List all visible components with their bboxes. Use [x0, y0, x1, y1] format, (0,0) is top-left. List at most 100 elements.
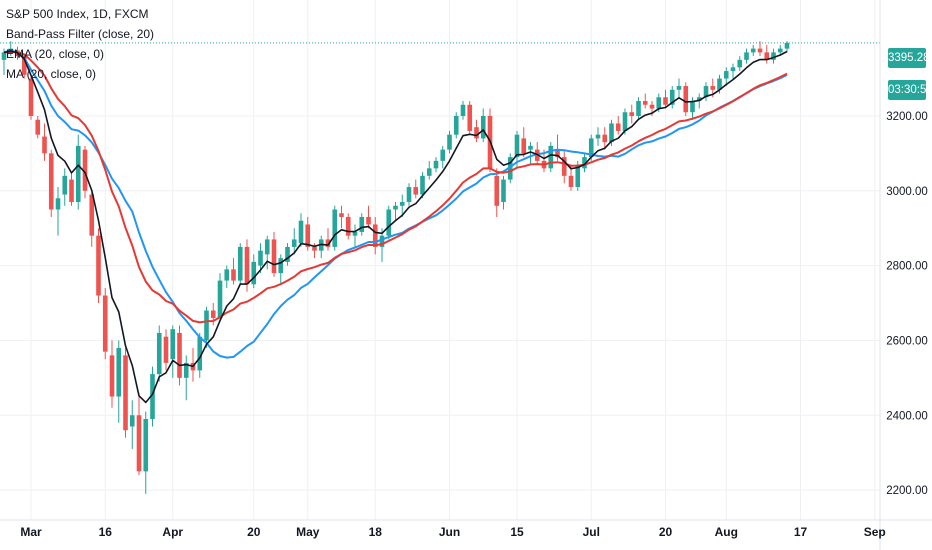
candle-body	[210, 310, 216, 318]
candle-body	[723, 71, 729, 79]
legend-title[interactable]: S&P 500 Index, 1D, FXCM	[6, 7, 149, 21]
candle	[582, 153, 587, 173]
candle	[683, 82, 689, 116]
candle	[352, 224, 358, 247]
candle-body	[710, 86, 716, 90]
chart-legend: S&P 500 Index, 1D, FXCM Band-Pass Filter…	[6, 4, 154, 84]
x-tick-label: Jun	[439, 525, 460, 539]
candle	[217, 273, 223, 322]
candle-body	[156, 332, 162, 375]
candle-body	[568, 175, 574, 188]
legend-ema[interactable]: EMA (20, close, 0)	[6, 47, 105, 61]
candle-body	[663, 97, 668, 105]
candle-body	[507, 157, 513, 180]
y-tick-label: 3200.00	[886, 111, 928, 123]
candle	[35, 115, 41, 139]
candle	[453, 112, 459, 139]
candle	[757, 41, 763, 57]
candle-body	[440, 149, 446, 161]
candle	[55, 187, 61, 236]
candle-body	[582, 157, 587, 169]
candle	[325, 228, 331, 251]
candle	[251, 254, 257, 289]
candle	[237, 243, 243, 285]
bar-countdown-tag: 03:30:54	[888, 80, 932, 100]
candle	[393, 202, 398, 221]
candle	[1, 48, 7, 75]
candle	[413, 179, 419, 199]
time-axis-labels[interactable]: Mar 16 Apr 20 May 18 Jun 15 Jul 20 Aug 17 Sep	[20, 525, 885, 539]
candle-body	[264, 239, 270, 255]
candle-body	[305, 224, 311, 247]
candle	[426, 160, 432, 180]
candle-body	[501, 179, 506, 203]
candle-body	[345, 216, 351, 236]
candle	[102, 288, 108, 360]
candle-body	[737, 59, 743, 68]
candle	[386, 205, 392, 240]
candle	[433, 157, 439, 173]
candle-body	[258, 250, 263, 266]
candle	[129, 400, 135, 449]
candle-body	[757, 48, 763, 53]
candle-body	[548, 145, 554, 169]
candle-body	[784, 42, 790, 49]
candle-body	[629, 112, 635, 116]
ma-line	[3, 49, 788, 359]
candle-body	[764, 52, 770, 60]
legend-ma[interactable]: MA (20, close, 0)	[6, 67, 97, 81]
candle	[399, 194, 405, 217]
candle-body	[102, 295, 108, 352]
candle-body	[217, 280, 223, 318]
candle	[339, 205, 344, 229]
candle-body	[136, 415, 142, 472]
candle	[170, 325, 176, 378]
candle-body	[474, 127, 479, 139]
candle-body	[433, 160, 439, 169]
candle-body	[730, 67, 736, 72]
candle	[156, 325, 162, 382]
candle	[676, 78, 682, 98]
candle-body	[676, 86, 682, 90]
candle-body	[575, 164, 581, 188]
candle-body	[204, 310, 209, 341]
candle	[642, 93, 648, 109]
candle-body	[366, 216, 371, 225]
candle	[96, 228, 101, 304]
candle	[771, 48, 776, 64]
candle-body	[69, 179, 74, 203]
candle-body	[89, 194, 95, 236]
candle-body	[393, 205, 398, 210]
candle-body	[339, 213, 344, 217]
candle-body	[82, 149, 88, 191]
candle-body	[669, 89, 675, 105]
candle-body	[251, 261, 257, 285]
candle	[143, 411, 149, 494]
price-axis-labels[interactable]: 2200.00 2400.00 2600.00 2800.00 3000.00 3200.…	[886, 111, 928, 497]
candle-body	[615, 123, 621, 131]
legend-band-pass[interactable]: Band-Pass Filter (close, 20)	[6, 27, 155, 41]
candle	[703, 82, 709, 102]
x-tick-label: Sep	[864, 525, 886, 539]
candle	[69, 172, 74, 206]
candle-body	[447, 134, 452, 150]
candle	[89, 190, 95, 247]
candle	[406, 183, 412, 206]
candle	[109, 340, 115, 408]
candle	[615, 115, 621, 135]
candle-body	[696, 97, 702, 102]
candle	[447, 130, 452, 154]
band-pass-line	[3, 50, 788, 404]
x-tick-label: Jul	[583, 525, 600, 539]
candle-body	[386, 209, 392, 236]
candle-body	[224, 269, 230, 281]
candle	[271, 231, 277, 277]
candle-body	[42, 136, 47, 154]
candle	[204, 306, 209, 348]
candle	[507, 153, 513, 184]
candle	[163, 329, 169, 371]
y-tick-label: 2800.00	[886, 261, 928, 273]
x-tick-label: 17	[794, 525, 808, 539]
